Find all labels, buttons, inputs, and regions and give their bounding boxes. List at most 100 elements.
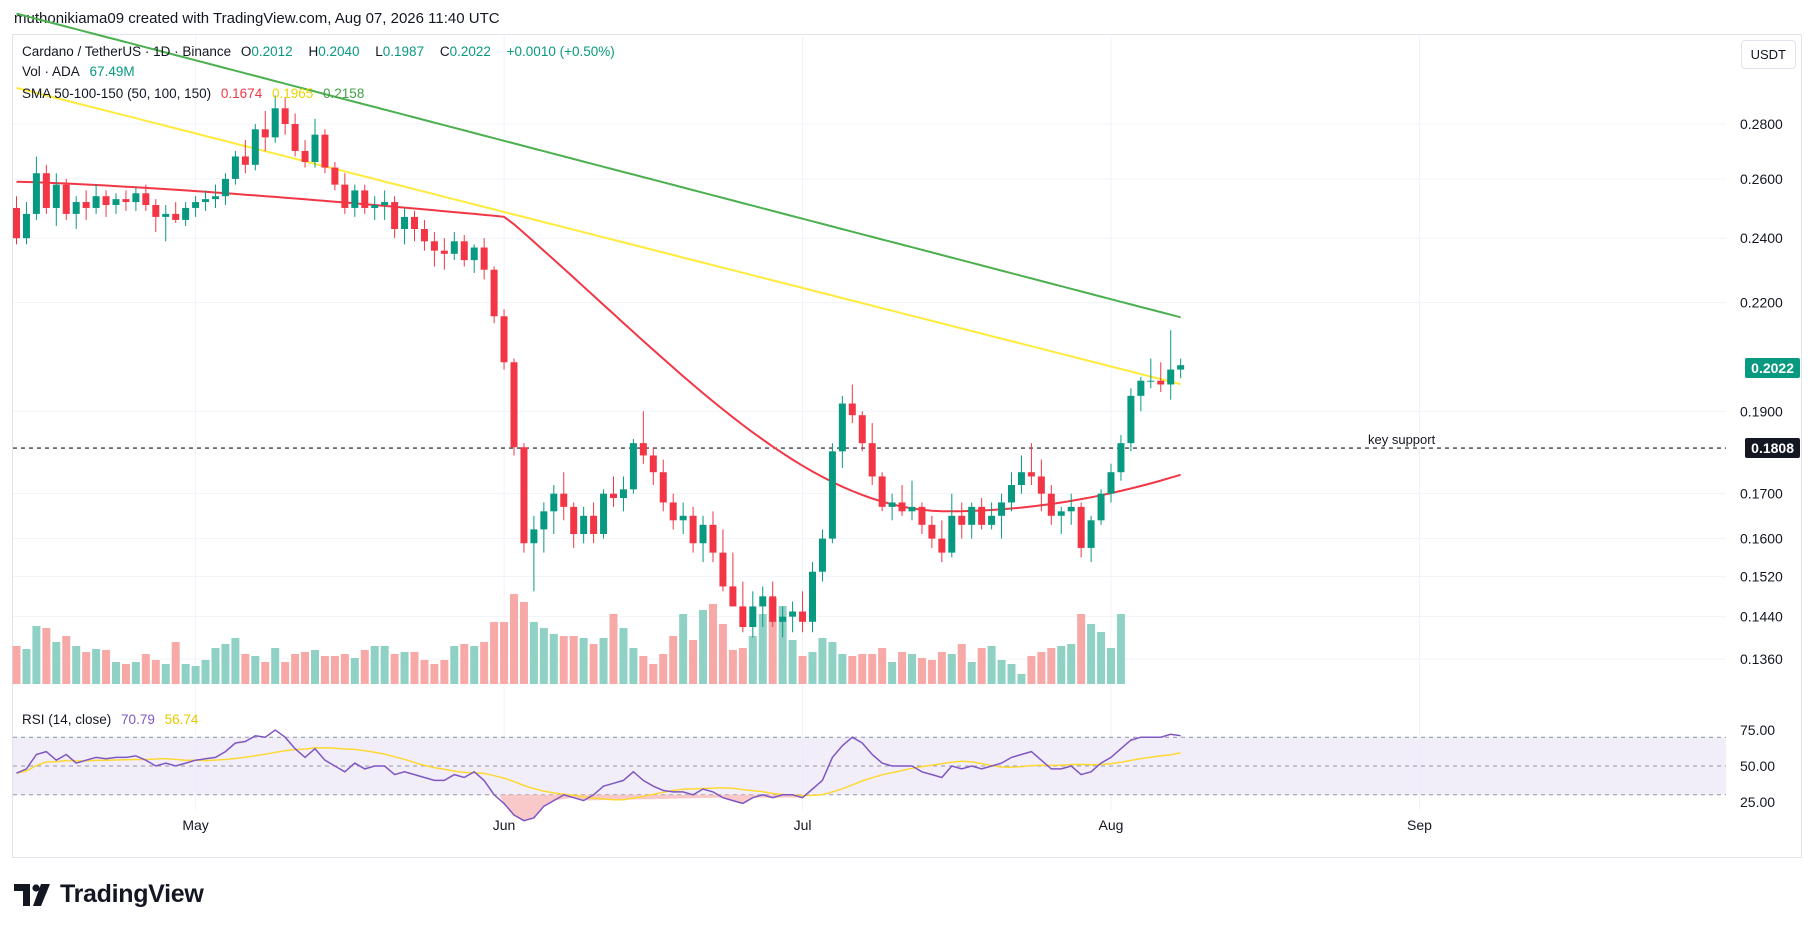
volume-bar xyxy=(629,648,638,684)
volume-bar xyxy=(639,656,648,684)
candle-body xyxy=(32,173,40,214)
volume-bar xyxy=(320,656,329,684)
volume-bar xyxy=(112,662,120,684)
candle-body xyxy=(182,207,190,220)
low-value: 0.1987 xyxy=(382,44,425,59)
volume-bar xyxy=(251,656,260,684)
candle-body xyxy=(480,247,488,270)
candle-body xyxy=(510,362,518,448)
candle-body xyxy=(580,515,588,534)
volume-bar xyxy=(82,652,91,684)
candle-body xyxy=(261,129,269,138)
candle-body xyxy=(699,524,707,544)
candle-body xyxy=(749,606,757,628)
candle-body xyxy=(62,184,70,214)
candle-body xyxy=(629,443,637,490)
candle-body xyxy=(709,524,717,553)
rsi-line xyxy=(16,729,1181,822)
volume-bar xyxy=(669,636,678,684)
candle-body xyxy=(818,538,826,572)
candle-body xyxy=(1057,511,1065,516)
volume-bar xyxy=(311,650,319,684)
volume-bar xyxy=(609,614,618,684)
low-label: L xyxy=(375,44,383,59)
support-price-tag: 0.1808 xyxy=(1745,438,1800,458)
volume-bar xyxy=(529,622,538,684)
volume-bar xyxy=(718,624,727,684)
candle-body xyxy=(351,190,359,208)
volume-bar xyxy=(291,654,300,684)
candle-body xyxy=(331,167,339,185)
candle-body xyxy=(1097,493,1105,521)
candle-body xyxy=(371,205,379,208)
volume-bar xyxy=(480,642,489,684)
volume-bar xyxy=(967,662,976,684)
volume-bar xyxy=(301,652,310,684)
candle-body xyxy=(679,515,687,521)
volume-bar xyxy=(898,652,907,684)
rsi-label[interactable]: RSI (14, close) xyxy=(22,712,112,727)
candle-body xyxy=(948,515,956,553)
candle-body xyxy=(868,443,876,477)
candle-body xyxy=(729,586,737,607)
price-tick-label: 0.2200 xyxy=(1740,295,1783,311)
volume-bars xyxy=(12,594,1125,684)
candle-body xyxy=(202,199,210,203)
candle-body xyxy=(918,506,926,525)
candle-body xyxy=(1157,380,1165,385)
candle-body xyxy=(42,173,50,208)
candle-body xyxy=(540,511,548,530)
candle-body xyxy=(739,606,747,628)
candle-body xyxy=(600,493,608,534)
volume-bar xyxy=(1037,652,1046,684)
volume-bar xyxy=(410,652,419,684)
candle-body xyxy=(430,241,438,251)
chart-frame xyxy=(12,34,1802,858)
volume-bar xyxy=(758,614,767,684)
candle-body xyxy=(321,134,329,168)
volume-bar xyxy=(519,602,528,684)
candle-body xyxy=(789,611,797,617)
candle-body xyxy=(978,506,986,525)
price-tick-label: 0.1520 xyxy=(1740,569,1783,585)
volume-label[interactable]: Vol · ADA xyxy=(22,64,80,79)
volume-bar xyxy=(788,640,797,684)
volume-bar xyxy=(649,664,658,684)
candle-body xyxy=(381,202,389,206)
candle-body xyxy=(162,213,170,217)
price-tick-label: 0.1360 xyxy=(1740,651,1783,667)
candle-body xyxy=(828,451,836,539)
currency-unit-button[interactable]: USDT xyxy=(1740,40,1796,69)
volume-bar xyxy=(808,652,817,684)
volume-bar xyxy=(330,656,339,684)
candle-body xyxy=(500,316,508,363)
volume-bar xyxy=(778,606,787,684)
candle-body xyxy=(928,524,936,539)
volume-bar xyxy=(977,648,986,684)
tradingview-logo-icon xyxy=(14,883,50,906)
volume-bar xyxy=(121,664,130,684)
price-tick-label: 0.1900 xyxy=(1740,403,1783,419)
candle-body xyxy=(122,199,130,203)
volume-bar xyxy=(181,664,190,684)
volume-bar xyxy=(908,654,916,684)
volume-bar xyxy=(201,660,210,684)
volume-bar xyxy=(231,638,240,684)
price-tick-label: 0.2800 xyxy=(1740,116,1783,132)
volume-bar xyxy=(709,604,717,684)
symbol-name[interactable]: Cardano / TetherUS · 1D · Binance xyxy=(22,44,232,59)
candle-body xyxy=(1117,443,1125,473)
sma-label[interactable]: SMA 50-100-150 (50, 100, 150) xyxy=(22,86,212,101)
sma150-value: 0.2158 xyxy=(323,86,365,101)
volume-bar xyxy=(1027,656,1036,684)
volume-bar xyxy=(62,636,71,684)
candle-body xyxy=(192,202,200,208)
volume-bar xyxy=(191,666,200,684)
candle-body xyxy=(172,213,180,220)
candle-body xyxy=(878,476,886,507)
volume-bar xyxy=(171,642,180,684)
volume-bar xyxy=(340,654,349,684)
tradingview-logo[interactable]: TradingView xyxy=(14,880,204,909)
time-tick-label: Jul xyxy=(794,817,812,833)
